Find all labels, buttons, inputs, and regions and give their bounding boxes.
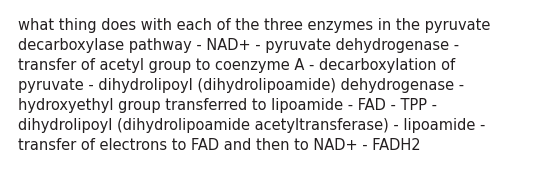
Text: what thing does with each of the three enzymes in the pyruvate
decarboxylase pat: what thing does with each of the three e… [18, 18, 490, 153]
